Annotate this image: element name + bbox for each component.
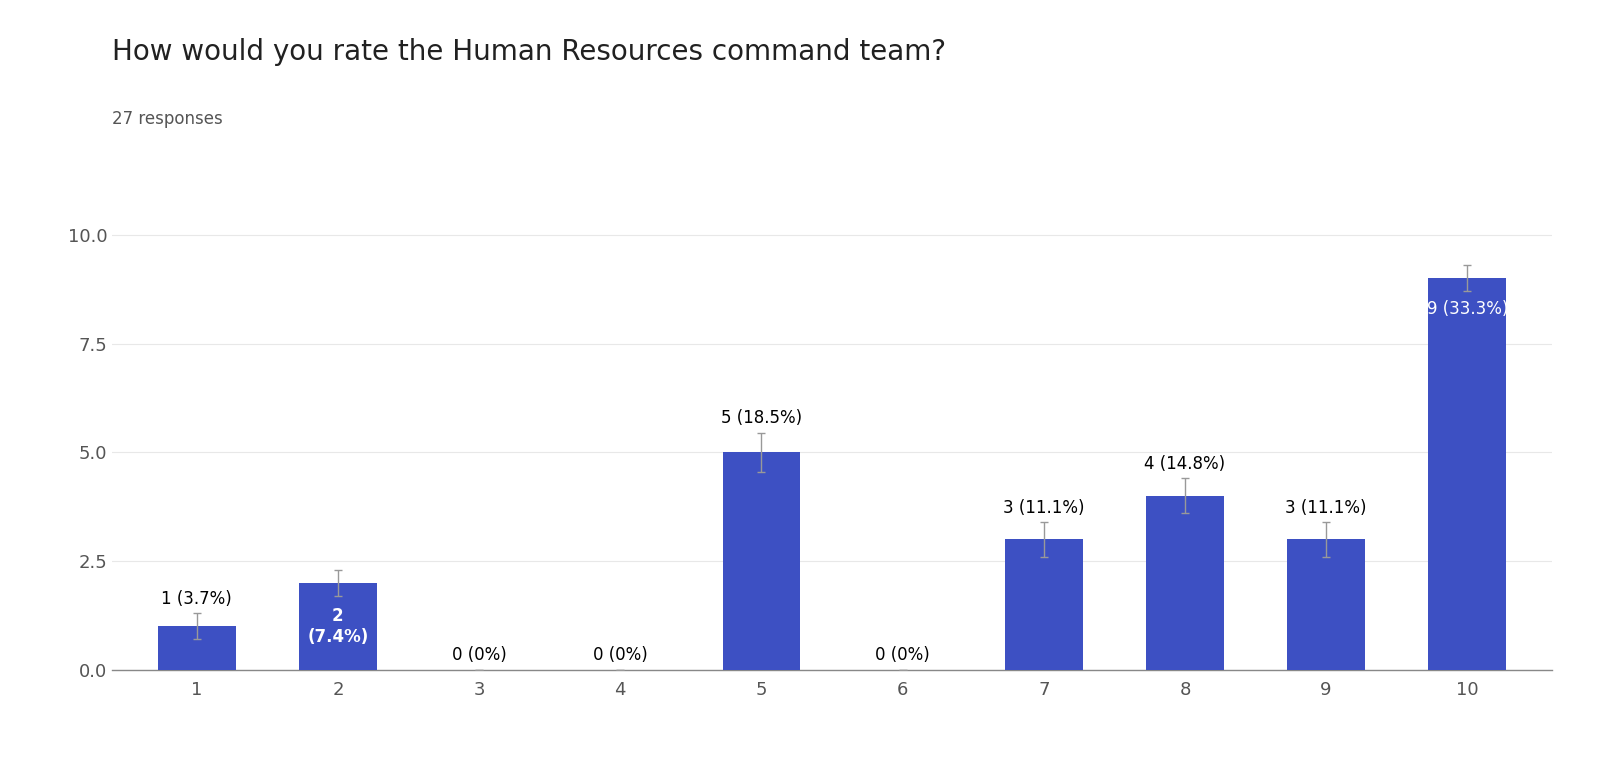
Text: 5 (18.5%): 5 (18.5%)	[722, 409, 802, 428]
Bar	[299, 583, 376, 670]
Text: 1 (3.7%): 1 (3.7%)	[162, 590, 232, 608]
Bar	[1429, 279, 1506, 670]
Text: 3 (11.1%): 3 (11.1%)	[1285, 498, 1366, 517]
Text: 3 (11.1%): 3 (11.1%)	[1003, 498, 1085, 517]
Bar	[1146, 495, 1224, 670]
Text: 27 responses: 27 responses	[112, 110, 222, 129]
Text: 2
(7.4%): 2 (7.4%)	[307, 607, 368, 645]
Bar	[1005, 540, 1083, 670]
Text: 4 (14.8%): 4 (14.8%)	[1144, 455, 1226, 473]
Bar	[1288, 540, 1365, 670]
Bar	[158, 626, 235, 670]
Text: 9 (33.3%): 9 (33.3%)	[1427, 300, 1507, 318]
Text: 0 (0%): 0 (0%)	[594, 646, 648, 664]
Bar	[723, 452, 800, 670]
Text: 0 (0%): 0 (0%)	[451, 646, 507, 664]
Text: 0 (0%): 0 (0%)	[875, 646, 930, 664]
Text: How would you rate the Human Resources command team?: How would you rate the Human Resources c…	[112, 38, 946, 66]
